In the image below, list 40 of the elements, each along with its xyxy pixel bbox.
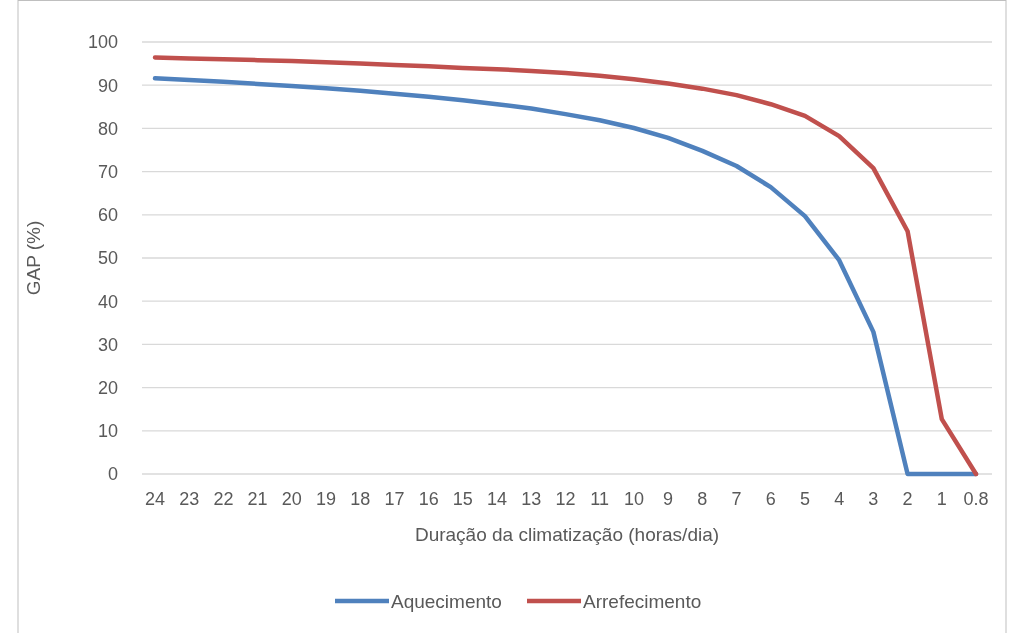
x-tick-label: 0.8: [963, 489, 989, 509]
x-tick-label: 21: [247, 489, 268, 509]
x-tick-label: 13: [521, 489, 542, 509]
x-tick-label: 15: [452, 489, 473, 509]
x-tick-label: 9: [663, 489, 674, 509]
x-tick-label: 14: [487, 489, 508, 509]
y-axis-title: GAP (%): [23, 220, 44, 296]
x-tick-label: 17: [384, 489, 405, 509]
x-axis-title: Duração da climatização (horas/dia): [414, 524, 720, 545]
x-tick-label: 4: [834, 489, 845, 509]
x-tick-label: 8: [697, 489, 708, 509]
legend-label: Aquecimento: [391, 590, 502, 612]
y-tick-label: 70: [97, 161, 118, 182]
x-tick-label: 1: [936, 489, 947, 509]
y-tick-label: 40: [97, 291, 118, 312]
y-tick-label: 0: [107, 464, 118, 485]
x-tick-label: 2: [902, 489, 913, 509]
y-tick-label: 20: [97, 377, 118, 398]
y-tick-label: 100: [87, 32, 118, 53]
y-tick-label: 10: [97, 421, 118, 442]
x-tick-label: 24: [144, 489, 166, 509]
x-tick-label: 22: [213, 489, 234, 509]
x-tick-label: 23: [179, 489, 200, 509]
x-tick-label: 7: [731, 489, 742, 509]
y-tick-label: 80: [97, 118, 118, 139]
x-tick-label: 18: [350, 489, 371, 509]
y-tick-label: 30: [97, 334, 118, 355]
x-tick-label: 6: [765, 489, 776, 509]
x-tick-label: 10: [623, 489, 644, 509]
y-tick-label: 90: [97, 75, 118, 96]
x-tick-label: 3: [868, 489, 879, 509]
legend-label: Arrefecimento: [583, 590, 702, 612]
x-tick-label: 11: [590, 489, 610, 509]
x-tick-label: 12: [555, 489, 576, 509]
x-tick-label: 16: [418, 489, 439, 509]
x-tick-label: 20: [281, 489, 302, 509]
y-tick-label: 50: [97, 248, 118, 269]
x-tick-label: 5: [799, 489, 810, 509]
y-tick-label: 60: [97, 205, 118, 226]
x-tick-label: 19: [316, 489, 337, 509]
